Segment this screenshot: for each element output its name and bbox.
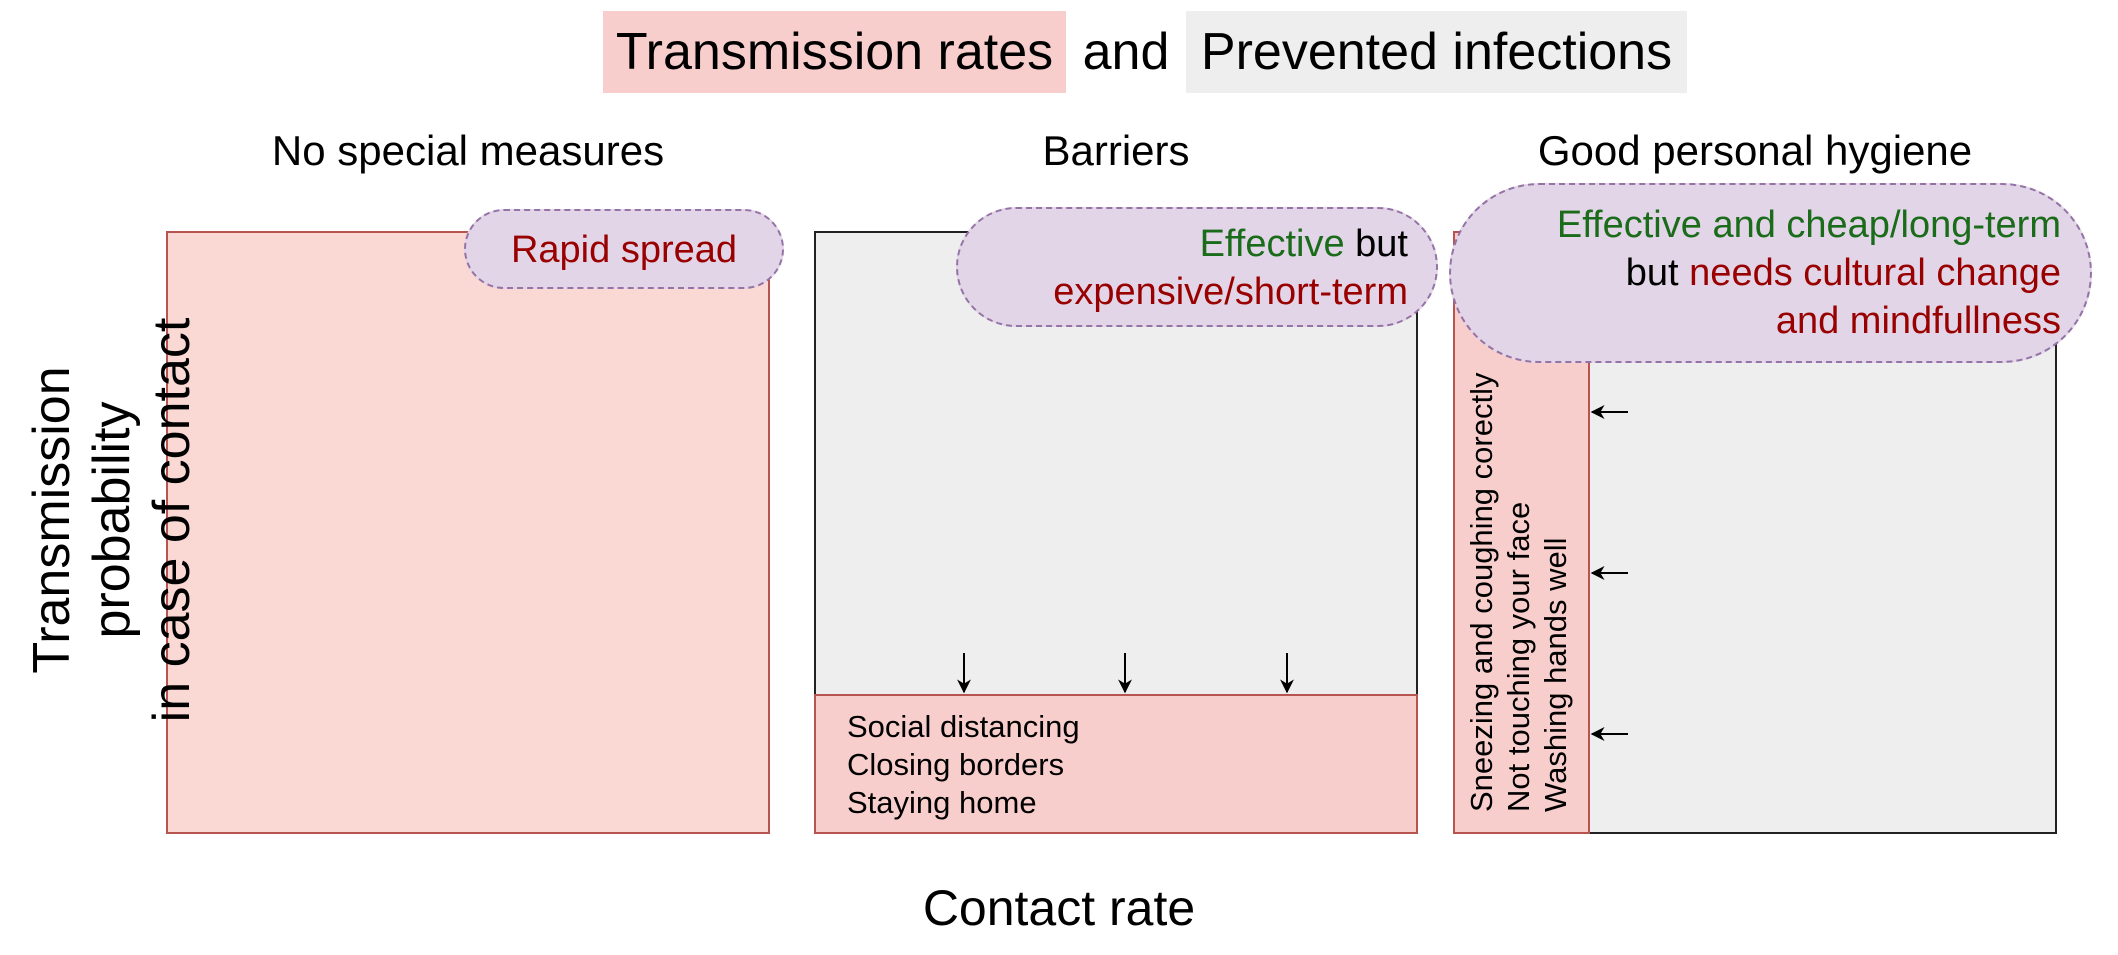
- callout-rapid-spread-text: Rapid spread: [464, 226, 784, 274]
- y-axis-label: Transmission probability in case of cont…: [22, 260, 202, 780]
- panel-title-hygiene: Good personal hygiene: [1537, 127, 1973, 174]
- callout-text-negative: expensive/short-term: [1053, 271, 1408, 313]
- x-axis-label: Contact rate: [922, 880, 1196, 936]
- title-connector: and: [1082, 23, 1170, 81]
- callout-hygiene-line2: but needs cultural change: [1449, 249, 2061, 297]
- callout-hygiene: [1449, 183, 2092, 363]
- callout-text-neutral: but: [1625, 252, 1690, 294]
- callout-text-neutral: but: [1344, 223, 1408, 265]
- y-axis-label-line1: Transmission probability: [23, 366, 141, 674]
- panel-title-barriers: Barriers: [1042, 127, 1190, 174]
- diagram-title: Transmission rates and Prevented infecti…: [0, 11, 2118, 93]
- callout-text-negative: Rapid spread: [510, 229, 738, 271]
- title-prevented-infections: Prevented infections: [1186, 11, 1687, 93]
- callout-rapid-spread: [464, 209, 784, 289]
- callout-text-negative: needs cultural change: [1689, 252, 2061, 294]
- panel-title-no-measures: No special measures: [271, 127, 665, 174]
- callout-text-positive: Effective and cheap/long-term: [1556, 204, 2061, 246]
- panel-no-measures-area: [166, 231, 770, 834]
- callout-barriers-line2: expensive/short-term: [956, 268, 1408, 316]
- barrier-measure: Social distancing: [847, 709, 1080, 744]
- barrier-measure: Closing borders: [847, 747, 1065, 782]
- title-transmission-rates: Transmission rates: [603, 11, 1066, 93]
- callout-text-positive: Effective: [1199, 223, 1345, 265]
- callout-hygiene-line1: Effective and cheap/long-term: [1449, 201, 2061, 249]
- callout-barriers: [956, 207, 1438, 327]
- barrier-measure: Staying home: [847, 785, 1037, 820]
- y-axis-label-line2: in case of contact: [143, 317, 201, 723]
- callout-hygiene-line3: and mindfullness: [1449, 297, 2061, 345]
- callout-barriers-line1: Effective but: [956, 220, 1408, 268]
- barriers-transmission-band: [814, 694, 1418, 834]
- callout-text-negative: and mindfullness: [1775, 300, 2061, 342]
